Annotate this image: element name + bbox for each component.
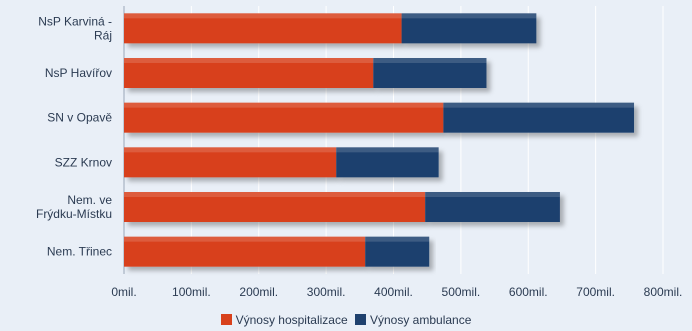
legend-swatch-hospitalizace bbox=[220, 314, 232, 325]
bar-ambulance-3 bbox=[336, 147, 439, 178]
legend-label-ambulance: Výnosy ambulance bbox=[370, 313, 472, 327]
bar-ambulance-4 bbox=[425, 192, 560, 222]
category-label-1-0: NsP Havířov bbox=[45, 66, 112, 80]
x-tick-label-8: 800mil. bbox=[644, 285, 683, 299]
bar-highlight-1-1 bbox=[373, 58, 487, 63]
bar-highlight-1-2 bbox=[443, 102, 635, 108]
x-tick-label-3: 300mil. bbox=[307, 285, 346, 299]
bar-hospitalizace-2 bbox=[124, 102, 444, 133]
bar-highlight-0-5 bbox=[124, 236, 366, 242]
bar-highlight-1-4 bbox=[425, 192, 560, 197]
bar-ambulance-2 bbox=[443, 102, 635, 133]
bar-highlight-1-3 bbox=[336, 147, 439, 153]
bar-highlight-0-1 bbox=[124, 58, 374, 63]
bar-highlight-0-2 bbox=[124, 102, 444, 108]
x-axis-tick-labels: 0mil. 100mil. 200mil. 300mil. 400mil. 500mil.… bbox=[111, 285, 682, 299]
bar-ambulance-0 bbox=[401, 13, 537, 44]
category-label-5-0: Nem. Třinec bbox=[47, 245, 112, 259]
bar-highlight-0-3 bbox=[124, 147, 337, 153]
bar-hospitalizace-3 bbox=[124, 147, 337, 178]
x-tick-label-2: 200mil. bbox=[239, 285, 278, 299]
x-tick-label-6: 600mil. bbox=[509, 285, 548, 299]
legend-swatch-ambulance bbox=[355, 314, 366, 325]
bar-highlight-0-0 bbox=[124, 13, 402, 19]
category-label-4-1: Frýdku-Místku bbox=[36, 207, 112, 221]
category-label-0-1: Ráj bbox=[94, 28, 112, 42]
bar-highlight-1-5 bbox=[365, 236, 430, 242]
legend-item-ambulance: Výnosy ambulance bbox=[355, 313, 471, 327]
legend-label-hospitalizace: Výnosy hospitalizace bbox=[235, 313, 348, 327]
legend: Výnosy hospitalizace Výnosy ambulance bbox=[0, 313, 692, 327]
x-tick-label-5: 500mil. bbox=[442, 285, 481, 299]
category-label-2-0: SN v Opavě bbox=[47, 111, 112, 125]
category-label-4-0: Nem. ve bbox=[67, 193, 112, 207]
x-tick-label-4: 400mil. bbox=[374, 285, 413, 299]
bar-ambulance-1 bbox=[373, 58, 487, 88]
bar-hospitalizace-0 bbox=[124, 13, 402, 44]
bar-highlight-0-4 bbox=[124, 192, 426, 197]
bar-hospitalizace-4 bbox=[124, 192, 426, 222]
bar-hospitalizace-5 bbox=[124, 236, 366, 267]
grid-lines bbox=[123, 6, 664, 274]
legend-item-hospitalizace: Výnosy hospitalizace bbox=[220, 313, 348, 327]
bar-ambulance-5 bbox=[365, 236, 430, 267]
category-labels: NsP Karviná -Ráj NsP Havířov SN v Opavě SZZ… bbox=[36, 14, 112, 258]
x-tick-label-0: 0mil. bbox=[111, 285, 136, 299]
category-label-0-0: NsP Karviná - bbox=[38, 14, 112, 28]
bars bbox=[124, 13, 635, 267]
x-tick-label-7: 700mil. bbox=[576, 285, 615, 299]
bar-hospitalizace-1 bbox=[124, 58, 374, 88]
category-label-3-0: SZZ Krnov bbox=[55, 155, 112, 169]
x-tick-label-1: 100mil. bbox=[172, 285, 211, 299]
bar-highlight-1-0 bbox=[401, 13, 537, 19]
